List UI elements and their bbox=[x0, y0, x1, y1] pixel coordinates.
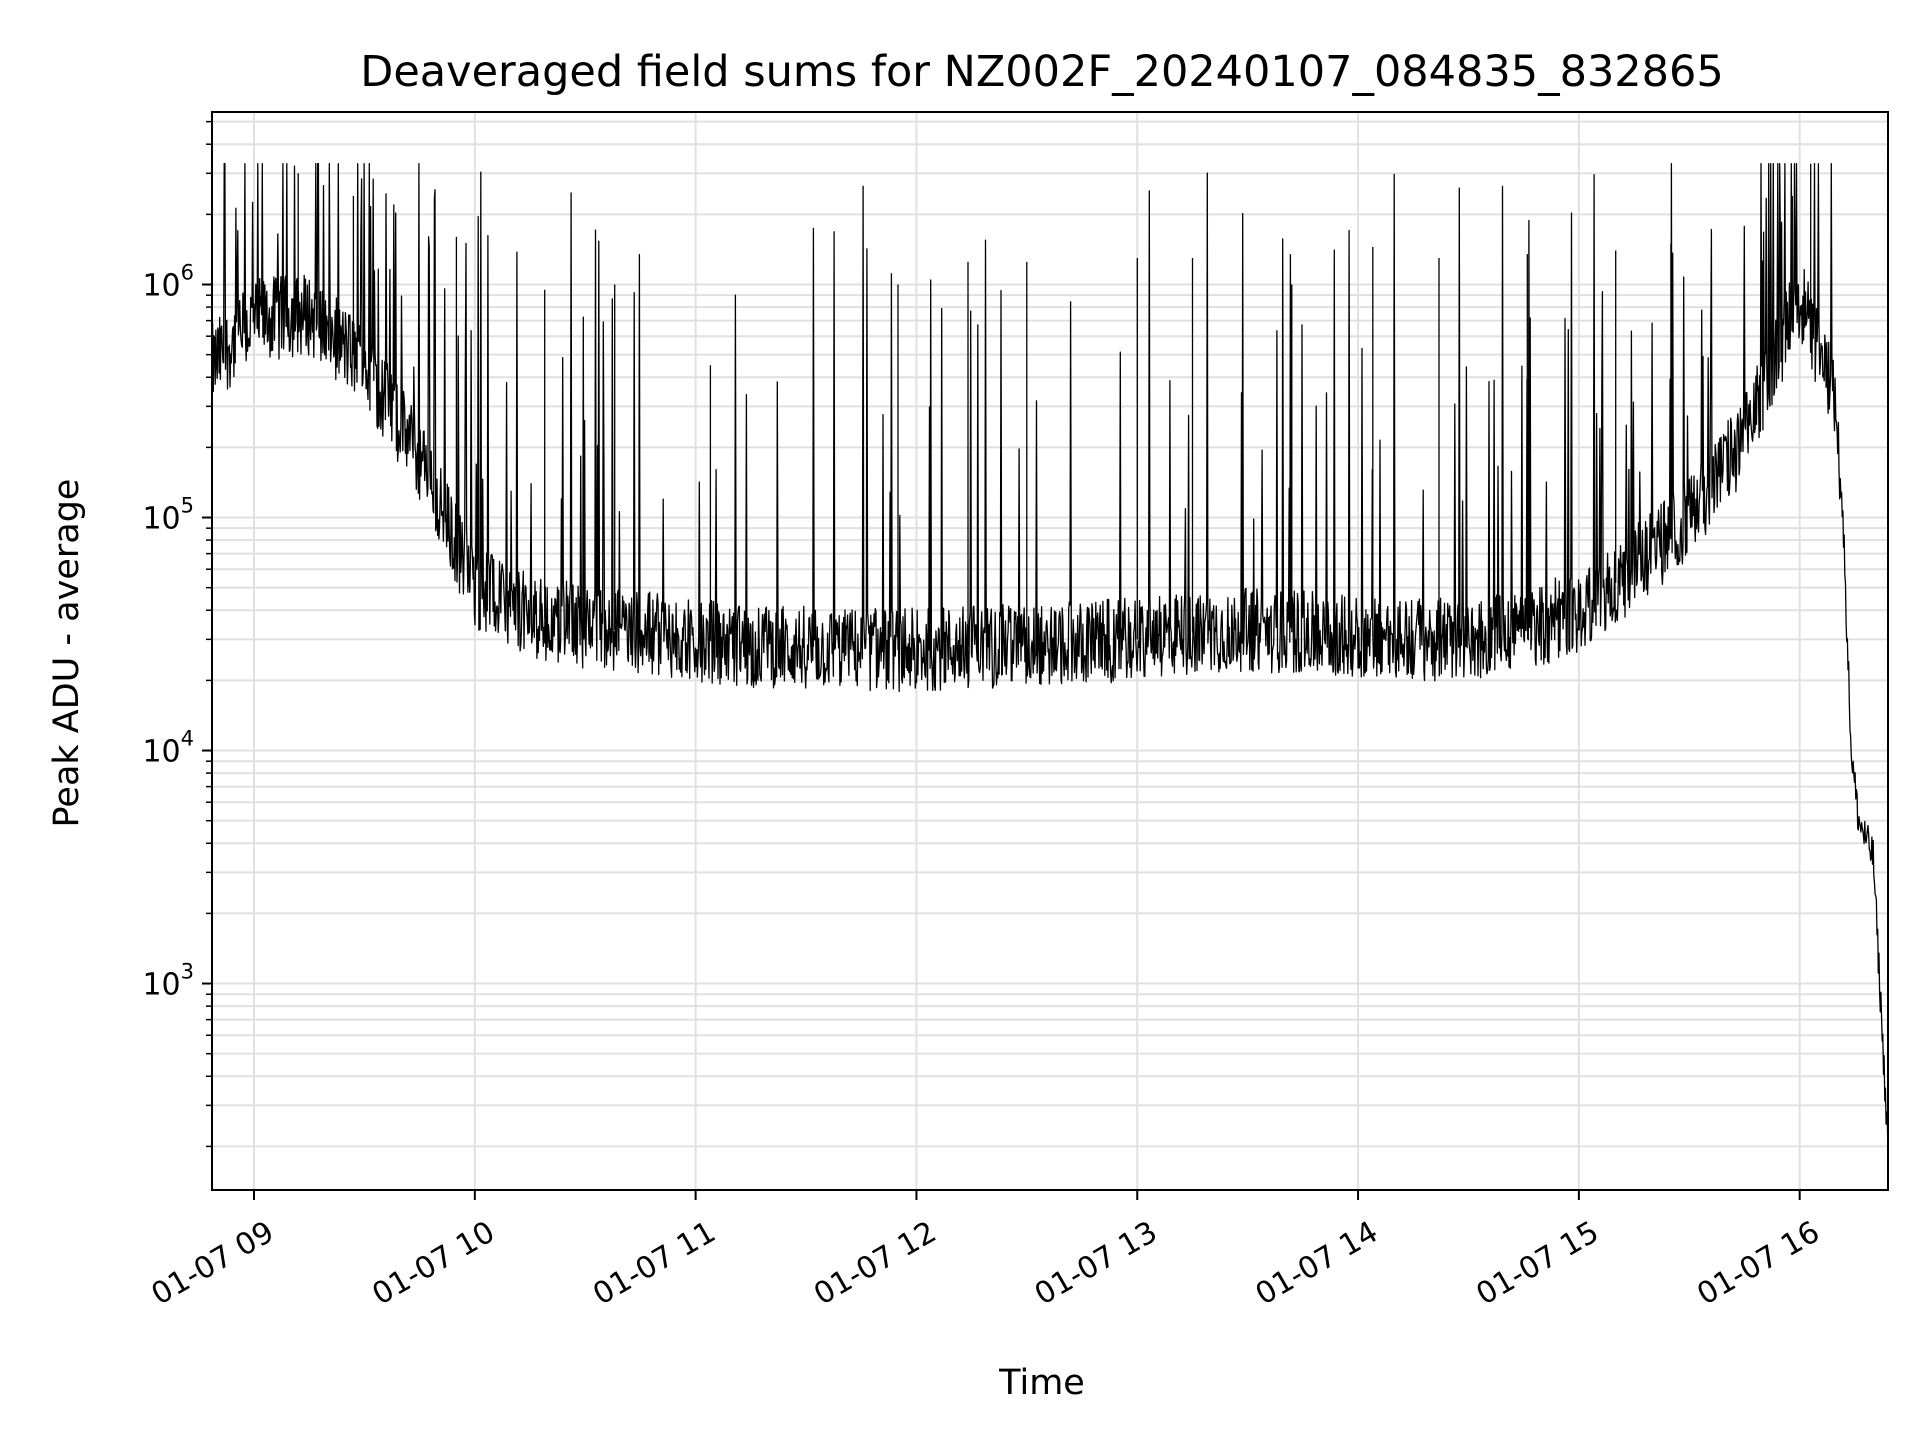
y-tick-label: 104 bbox=[142, 727, 194, 770]
axes-frame bbox=[211, 111, 1889, 1191]
plot-area bbox=[211, 163, 1889, 1154]
y-tick-label: 105 bbox=[142, 494, 194, 537]
y-axis-label: Peak ADU - average bbox=[47, 479, 87, 828]
chart-title: Deaveraged field sums for NZ002F_2024010… bbox=[360, 47, 1724, 97]
series-line bbox=[211, 163, 1889, 1154]
x-axis-label: Time bbox=[998, 1363, 1085, 1403]
y-axis: 103 104 105 106 bbox=[142, 120, 212, 1148]
grid bbox=[212, 112, 1888, 1190]
y-tick-label: 106 bbox=[142, 261, 194, 304]
y-tick-label: 103 bbox=[142, 960, 194, 1003]
